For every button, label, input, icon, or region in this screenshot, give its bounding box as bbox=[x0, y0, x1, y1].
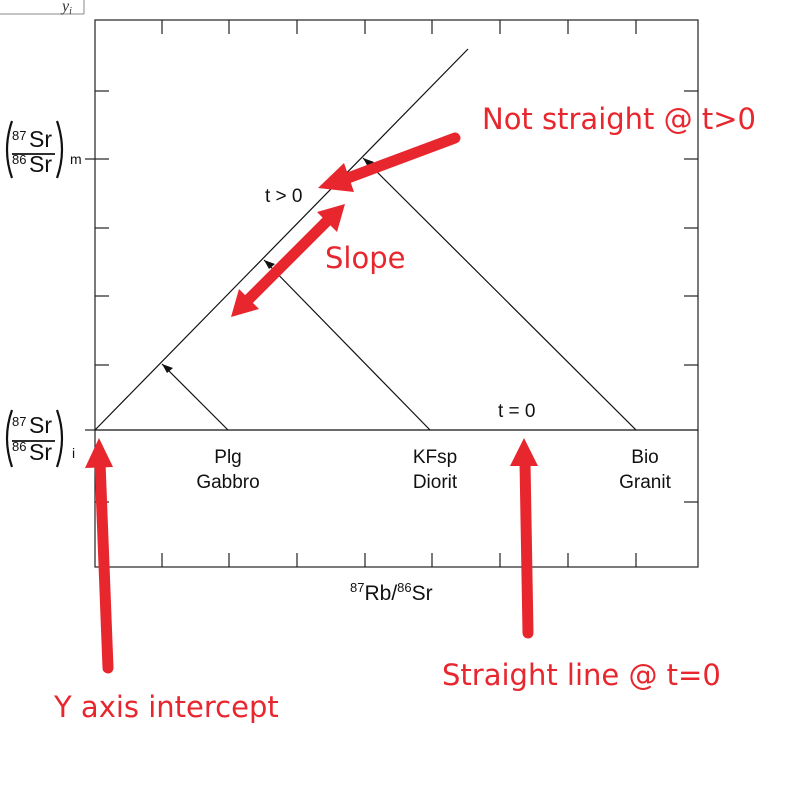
svg-text:86: 86 bbox=[12, 152, 26, 167]
svg-text:87: 87 bbox=[12, 414, 26, 429]
straight-line-arrowhead bbox=[510, 438, 538, 466]
not-straight-arrow bbox=[342, 132, 461, 184]
y-intercept-arrowhead bbox=[85, 438, 113, 468]
slope-arrowhead-bottom bbox=[231, 289, 259, 317]
annotation-straight-line: Straight line @ t=0 bbox=[442, 658, 721, 692]
svg-text:Sr: Sr bbox=[29, 151, 52, 177]
corner-fragment: yi bbox=[0, 0, 85, 17]
svg-text:Sr: Sr bbox=[29, 439, 52, 465]
x-axis-label: 87Rb/86Sr bbox=[350, 580, 433, 605]
rock-label-diorit: Diorit bbox=[413, 472, 458, 493]
svg-text:Sr: Sr bbox=[29, 126, 52, 152]
y-label-initial: 87 Sr 86 Sr i bbox=[5, 409, 75, 468]
evolution-path-plg bbox=[161, 363, 229, 431]
annotation-y-intercept: Y axis intercept bbox=[53, 690, 279, 724]
slope-arrow bbox=[239, 212, 336, 309]
rock-label-gabbro: Gabbro bbox=[196, 472, 259, 493]
evolution-arrowhead-plg bbox=[162, 364, 173, 373]
annotation-not-straight: Not straight @ t>0 bbox=[482, 102, 756, 136]
not-straight-arrowhead bbox=[318, 163, 354, 192]
rock-label-granit: Granit bbox=[619, 472, 671, 493]
mineral-label-kfsp: KFsp bbox=[413, 447, 457, 468]
corner-label: yi bbox=[60, 0, 72, 17]
plot-frame bbox=[94, 19, 699, 568]
slope-arrowhead-top bbox=[317, 204, 345, 232]
evolution-path-bio bbox=[362, 157, 637, 431]
y-intercept-arrow bbox=[94, 456, 114, 674]
isochron-line bbox=[94, 48, 469, 431]
straight-line-arrow bbox=[519, 456, 534, 639]
svg-text:i: i bbox=[72, 445, 75, 461]
y-label-measured: 87 Sr 86 Sr m bbox=[5, 120, 82, 179]
evolution-path-kfsp bbox=[263, 259, 431, 431]
svg-text:87: 87 bbox=[12, 128, 26, 143]
axis-ticks bbox=[85, 20, 698, 567]
mineral-label-bio: Bio bbox=[631, 447, 658, 468]
evolution-arrowhead-bio bbox=[363, 158, 374, 167]
svg-text:m: m bbox=[70, 151, 82, 167]
annotation-slope: Slope bbox=[325, 241, 405, 275]
svg-text:86: 86 bbox=[12, 439, 26, 454]
label-t-eq-0: t = 0 bbox=[498, 401, 536, 422]
evolution-arrowhead-kfsp bbox=[264, 260, 275, 269]
svg-text:Sr: Sr bbox=[29, 412, 52, 438]
label-t-gt-0: t > 0 bbox=[265, 186, 303, 207]
mineral-label-plg: Plg bbox=[214, 447, 241, 468]
